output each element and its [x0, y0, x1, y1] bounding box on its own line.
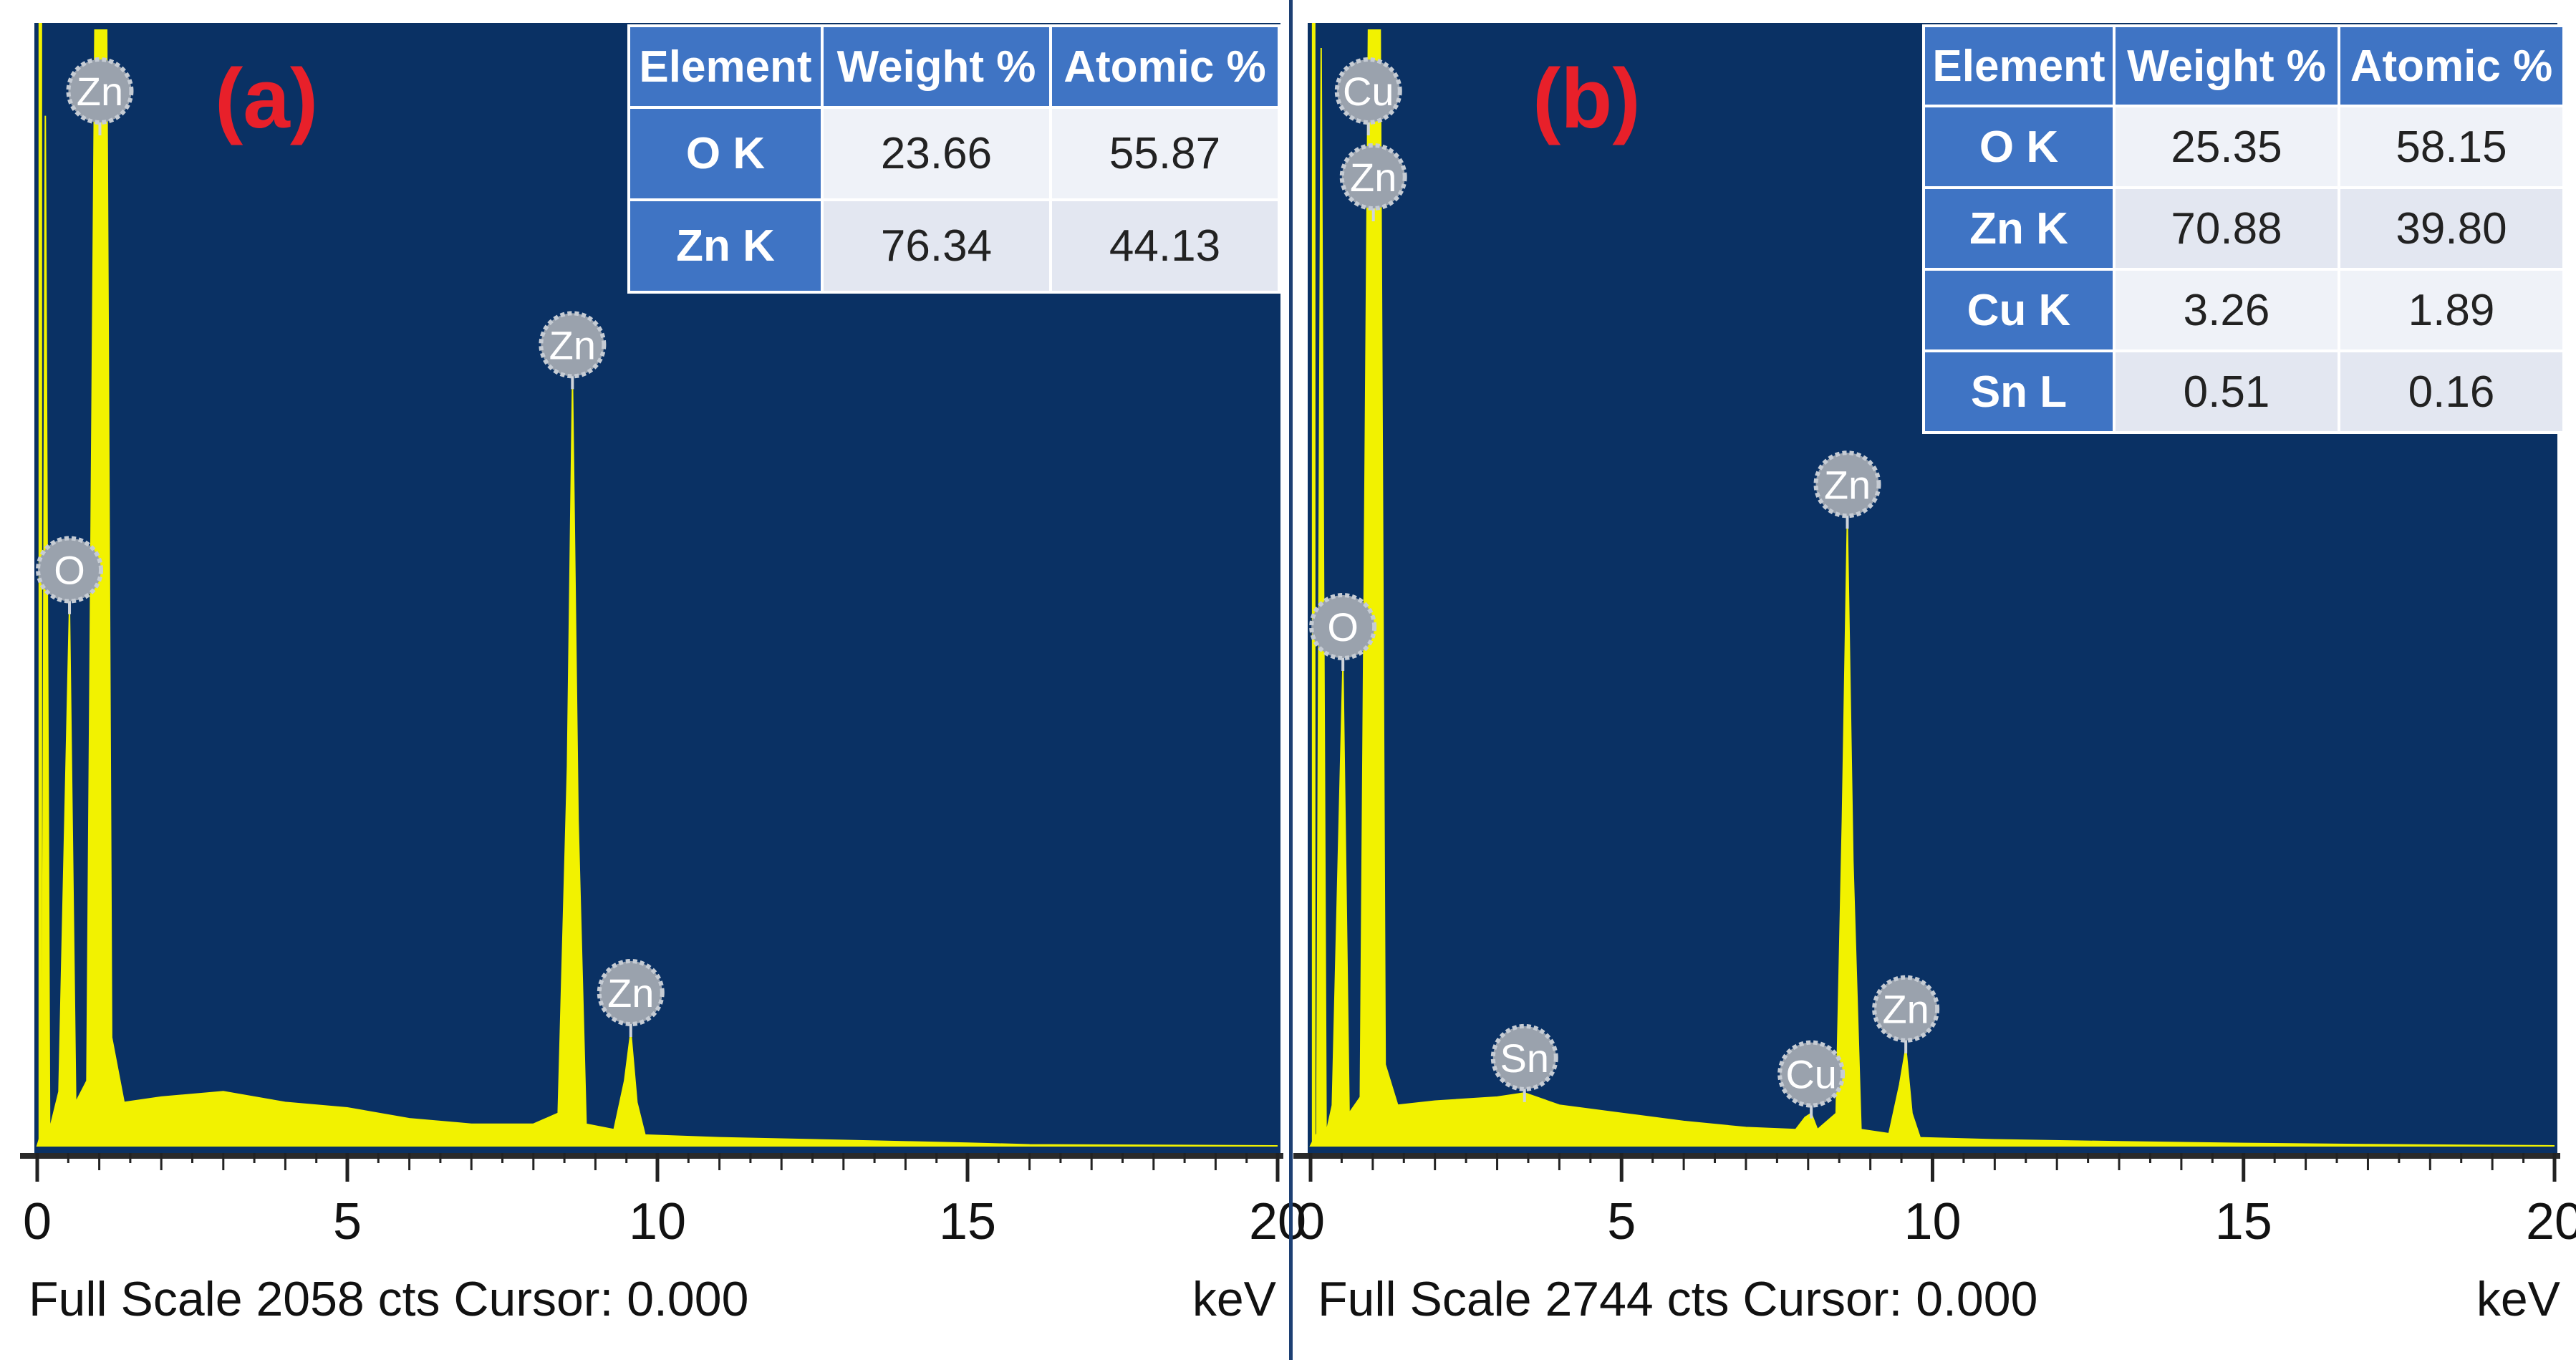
x-axis-unit: keV [2476, 1272, 2560, 1326]
cell-weight: 70.88 [2113, 186, 2340, 271]
header-element: Element [1922, 24, 2116, 107]
cell-element: Sn L [1922, 349, 2116, 434]
cell-element: O K [627, 106, 824, 201]
header-element: Element [627, 24, 824, 109]
x-tick-label: 0 [1296, 1193, 1325, 1250]
table-row: Cu K 3.26 1.89 [1922, 268, 2565, 352]
peak-label: Sn [1500, 1036, 1550, 1081]
x-tick-label: 20 [1249, 1193, 1306, 1250]
peak-marker-o: O [36, 536, 104, 614]
cell-weight: 23.66 [821, 106, 1052, 201]
cell-atomic: 58.15 [2338, 105, 2565, 189]
x-tick-label: 10 [1904, 1193, 1961, 1250]
cell-atomic: 1.89 [2338, 268, 2565, 352]
panel-label: (b) [1533, 52, 1641, 146]
status-text: Full Scale 2058 cts Cursor: 0.000 [29, 1272, 749, 1326]
cell-element: Zn K [1922, 186, 2116, 271]
peak-marker-o: O [1309, 593, 1377, 672]
peak-marker-sn: Sn [1490, 1023, 1558, 1102]
table-header-row: Element Weight % Atomic % [627, 24, 1280, 109]
x-tick-label: 20 [2526, 1193, 2576, 1250]
composition-table: Element Weight % Atomic % O K 25.35 58.1… [1922, 24, 2565, 434]
table-row: O K 23.66 55.87 [627, 106, 1280, 201]
panel-divider [1289, 0, 1293, 1360]
peak-marker-zn: Zn [1813, 450, 1881, 529]
x-axis: 0 5 10 15 20 [1293, 1153, 2576, 1250]
x-tick-label: 5 [1607, 1193, 1636, 1250]
cell-element: Cu K [1922, 268, 2116, 352]
status-text: Full Scale 2744 cts Cursor: 0.000 [1318, 1272, 2038, 1326]
spectrum-area [1309, 29, 2555, 1147]
table-row: Sn L 0.51 0.16 [1922, 349, 2565, 434]
peak-marker-zn: Zn [597, 959, 665, 1038]
cell-atomic: 0.16 [2338, 349, 2565, 434]
x-tick-label: 5 [333, 1193, 362, 1250]
peak-marker-zn: Zn [66, 57, 134, 135]
peak-label: O [1327, 604, 1359, 650]
table-header-row: Element Weight % Atomic % [1922, 24, 2565, 107]
eds-spectrum-a: O Zn Zn Zn 0 5 10 15 20 [20, 23, 1306, 1250]
peak-label: O [54, 548, 85, 593]
x-tick-label: 0 [23, 1193, 52, 1250]
x-tick-label: 10 [629, 1193, 686, 1250]
peak-marker-cu: Cu [1334, 57, 1402, 135]
eds-spectrum-b: O Cu Zn Sn Cu Zn Zn 0 5 10 15 20 [1293, 23, 2576, 1250]
peak-label: Zn [1824, 462, 1871, 507]
table-row: Zn K 76.34 44.13 [627, 198, 1280, 294]
peak-label: Zn [77, 69, 123, 114]
peak-marker-cu: Cu [1777, 1040, 1846, 1119]
peak-label: Zn [549, 322, 596, 367]
peak-label: Cu [1785, 1052, 1837, 1097]
x-axis: 0 5 10 15 20 [20, 1153, 1306, 1250]
header-atomic: Atomic % [1049, 24, 1280, 109]
cell-weight: 25.35 [2113, 105, 2340, 189]
peak-label: Zn [1350, 155, 1396, 200]
cell-weight: 0.51 [2113, 349, 2340, 434]
x-tick-label: 15 [2215, 1193, 2272, 1250]
panel-label: (a) [215, 52, 319, 146]
peak-marker-zn: Zn [539, 311, 607, 390]
peak-label: Cu [1343, 69, 1394, 114]
header-atomic: Atomic % [2338, 24, 2565, 107]
composition-table: Element Weight % Atomic % O K 23.66 55.8… [627, 24, 1280, 294]
table-row: Zn K 70.88 39.80 [1922, 186, 2565, 271]
x-axis-unit: keV [1192, 1272, 1276, 1326]
cell-element: Zn K [627, 198, 824, 294]
table-row: O K 25.35 58.15 [1922, 105, 2565, 189]
cell-weight: 76.34 [821, 198, 1052, 294]
spectrum-area [36, 29, 1278, 1147]
cell-atomic: 44.13 [1049, 198, 1280, 294]
cell-atomic: 55.87 [1049, 106, 1280, 201]
header-weight: Weight % [821, 24, 1052, 109]
x-tick-label: 15 [939, 1193, 996, 1250]
header-weight: Weight % [2113, 24, 2340, 107]
peak-marker-zn: Zn [1872, 975, 1940, 1053]
peak-label: Zn [607, 970, 654, 1016]
panel-b: O Cu Zn Sn Cu Zn Zn 0 5 10 15 20 (b) Element Weight… [1289, 0, 2576, 1360]
peak-marker-zn: Zn [1339, 143, 1407, 221]
cell-weight: 3.26 [2113, 268, 2340, 352]
cell-atomic: 39.80 [2338, 186, 2565, 271]
cell-element: O K [1922, 105, 2116, 189]
panel-a: O Zn Zn Zn 0 5 10 15 20 (a) Element Weight % Ato… [20, 23, 1306, 1326]
peak-label: Zn [1882, 987, 1929, 1032]
